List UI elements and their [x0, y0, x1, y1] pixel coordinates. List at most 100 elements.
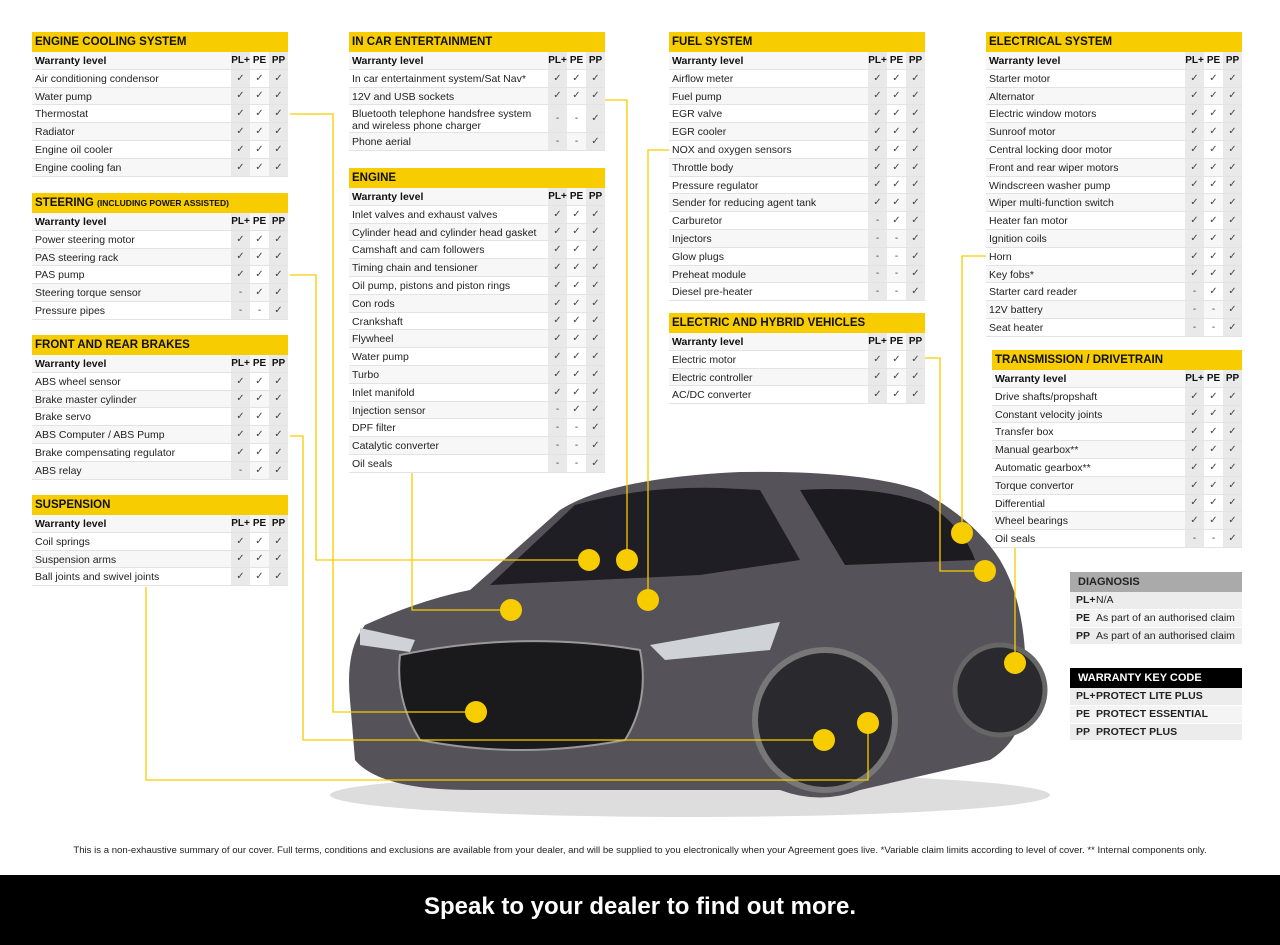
check-icon: ✓ — [892, 179, 901, 191]
table-row: Brake master cylinder ✓ ✓ ✓ — [32, 390, 288, 409]
table-row: Thermostat ✓ ✓ ✓ — [32, 105, 288, 124]
check-icon: ✓ — [548, 276, 567, 294]
table-row: Inlet valves and exhaust valves ✓ ✓ ✓ — [349, 205, 605, 224]
title-text: STEERING — [35, 197, 94, 209]
check-icon: ✓ — [548, 330, 567, 348]
table-row: Differential ✓ ✓ ✓ — [992, 494, 1242, 513]
check-icon: ✓ — [231, 532, 250, 550]
table-row: Brake compensating regulator ✓ ✓ ✓ — [32, 443, 288, 462]
table-fuel: FUEL SYSTEM Warranty level PL+ PE PP Airflow … — [669, 32, 925, 302]
diagnosis-row: PL+ N/A — [1070, 592, 1242, 610]
check-icon: ✓ — [231, 248, 250, 266]
hotspot-dot — [616, 549, 638, 571]
check-icon: ✓ — [269, 248, 288, 266]
check-icon: ✓ — [586, 105, 605, 133]
check-icon: ✓ — [255, 72, 264, 84]
row-label: Oil pump, pistons and piston rings — [352, 279, 511, 292]
check-icon: ✓ — [892, 161, 901, 173]
table-row: Catalytic converter - - ✓ — [349, 437, 605, 455]
table-row: Starter card reader - ✓ ✓ — [986, 283, 1242, 302]
table-row: Electric motor ✓ ✓ ✓ — [669, 350, 925, 369]
check-icon: ✓ — [586, 312, 605, 330]
row-label: Inlet valves and exhaust valves — [352, 208, 498, 221]
table-header-row: Warranty level PL+ PE PP — [669, 52, 925, 70]
table-header-row: Warranty level PL+ PE PP — [32, 213, 288, 231]
description: PROTECT PLUS — [1096, 725, 1178, 738]
check-icon: ✓ — [269, 105, 288, 123]
row-label: Oil seals — [352, 457, 393, 470]
check-icon: ✓ — [548, 365, 567, 383]
check-icon: ✓ — [231, 87, 250, 105]
column-header-item: Warranty level — [352, 55, 424, 67]
table-row: Injectors - - ✓ — [669, 229, 925, 248]
column-header-item: Warranty level — [672, 55, 744, 67]
row-label: Pressure regulator — [672, 179, 759, 192]
cta-banner: Speak to your dealer to find out more. — [0, 875, 1280, 945]
row-label: Power steering motor — [35, 233, 135, 246]
rear-wheel — [952, 642, 1048, 738]
check-icon: ✓ — [906, 194, 925, 212]
check-icon: ✓ — [1185, 176, 1204, 194]
check-icon: ✓ — [1223, 318, 1242, 336]
check-icon: ✓ — [868, 105, 887, 123]
table-row: ABS wheel sensor ✓ ✓ ✓ — [32, 372, 288, 391]
row-label: Electric window motors — [989, 108, 1097, 121]
check-icon: ✓ — [586, 294, 605, 312]
row-label: Starter motor — [989, 72, 1051, 85]
column-header-pe: PE — [569, 54, 584, 66]
check-icon: ✓ — [269, 372, 288, 390]
check-icon: ✓ — [1223, 158, 1242, 176]
row-label: Brake compensating regulator — [35, 446, 176, 459]
table-row: Radiator ✓ ✓ ✓ — [32, 123, 288, 141]
row-label: Inlet manifold — [352, 386, 415, 399]
table-row: Manual gearbox** ✓ ✓ ✓ — [992, 441, 1242, 459]
row-label: Thermostat — [35, 108, 89, 121]
check-icon: ✓ — [1209, 108, 1218, 120]
column-header-pe: PE — [889, 54, 904, 66]
key-code-title: WARRANTY KEY CODE — [1070, 668, 1242, 688]
row-label: Brake servo — [35, 411, 92, 424]
row-label: Suspension arms — [35, 553, 117, 566]
check-icon: ✓ — [586, 241, 605, 259]
row-label: Alternator — [989, 90, 1035, 103]
check-icon: ✓ — [1185, 458, 1204, 476]
table-row: Fuel pump ✓ ✓ ✓ — [669, 87, 925, 106]
check-icon: ✓ — [1223, 247, 1242, 265]
check-icon: ✓ — [1223, 301, 1242, 318]
row-label: Bluetooth telephone handsfree system and… — [352, 108, 532, 133]
car-windshield — [490, 487, 800, 585]
row-label: Water pump — [352, 351, 409, 364]
table-row: Wheel bearings ✓ ✓ ✓ — [992, 512, 1242, 531]
table-header-row: Warranty level PL+ PE PP — [32, 355, 288, 373]
title-text: IN CAR ENTERTAINMENT — [352, 36, 493, 48]
check-icon: ✓ — [1209, 90, 1218, 102]
row-label: ABS Computer / ABS Pump — [35, 429, 165, 442]
check-icon: ✓ — [1223, 140, 1242, 158]
code: PL+ — [1076, 594, 1096, 606]
check-icon: ✓ — [231, 550, 250, 568]
check-icon: ✓ — [906, 212, 925, 229]
column-header-item: Warranty level — [989, 55, 1061, 67]
column-header-pl-plus: PL+ — [548, 188, 567, 205]
check-icon: ✓ — [892, 72, 901, 84]
row-label: Torque convertor — [995, 479, 1074, 492]
check-icon: ✓ — [1185, 229, 1204, 247]
check-icon: ✓ — [892, 143, 901, 155]
check-icon: ✓ — [269, 158, 288, 176]
check-icon: ✓ — [1209, 461, 1218, 473]
check-icon: ✓ — [255, 90, 264, 102]
hotspot-dot — [974, 560, 996, 582]
dash-icon: - — [868, 247, 887, 265]
dash-icon: - — [868, 265, 887, 283]
check-icon: ✓ — [269, 461, 288, 479]
hotspot-dot — [465, 701, 487, 723]
table-header-row: Warranty level PL+ PE PP — [669, 333, 925, 351]
check-icon: ✓ — [231, 105, 250, 123]
table-row: Sunroof motor ✓ ✓ ✓ — [986, 123, 1242, 141]
check-icon: ✓ — [1223, 441, 1242, 458]
row-label: NOX and oxygen sensors — [672, 143, 792, 156]
row-label: Engine oil cooler — [35, 143, 113, 156]
check-icon: ✓ — [572, 315, 581, 327]
check-icon: ✓ — [548, 223, 567, 241]
